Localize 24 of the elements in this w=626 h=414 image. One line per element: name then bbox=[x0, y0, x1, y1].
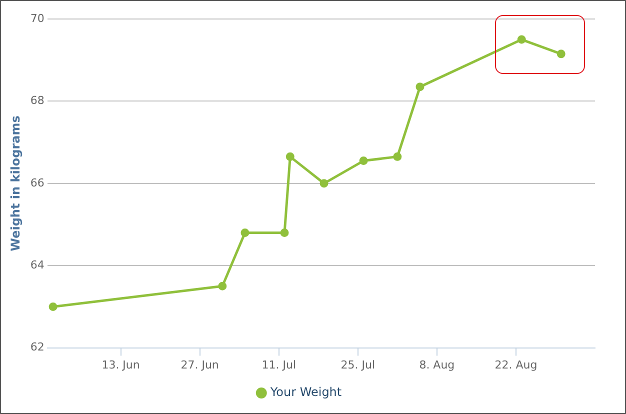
point bbox=[416, 82, 424, 92]
x-tick-label: 13. Jun bbox=[102, 358, 140, 372]
point bbox=[48, 302, 58, 311]
legend-label: Your Weight bbox=[269, 385, 342, 400]
y-tick-label: 64 bbox=[30, 258, 44, 272]
point bbox=[280, 228, 289, 237]
point bbox=[556, 50, 566, 58]
point bbox=[218, 282, 227, 290]
x-tick-label: 25. Jul bbox=[340, 358, 376, 372]
y-tick-label: 68 bbox=[30, 94, 44, 108]
point bbox=[240, 228, 250, 237]
x-tick-label: 11. Jul bbox=[262, 358, 296, 372]
y-axis-title: Weight in kilograms bbox=[8, 116, 22, 252]
point bbox=[517, 35, 526, 44]
x-tick-label: 8. Aug bbox=[419, 358, 455, 372]
point bbox=[286, 152, 294, 161]
point bbox=[320, 179, 328, 188]
x-tick-label: 27. Jun bbox=[180, 358, 219, 372]
point bbox=[359, 156, 368, 166]
y-tick-label: 62 bbox=[30, 340, 44, 354]
y-tick-label: 70 bbox=[30, 12, 44, 25]
x-tick-label: 22. Aug bbox=[494, 358, 538, 372]
point bbox=[393, 152, 402, 161]
y-tick-label: 66 bbox=[30, 176, 44, 190]
